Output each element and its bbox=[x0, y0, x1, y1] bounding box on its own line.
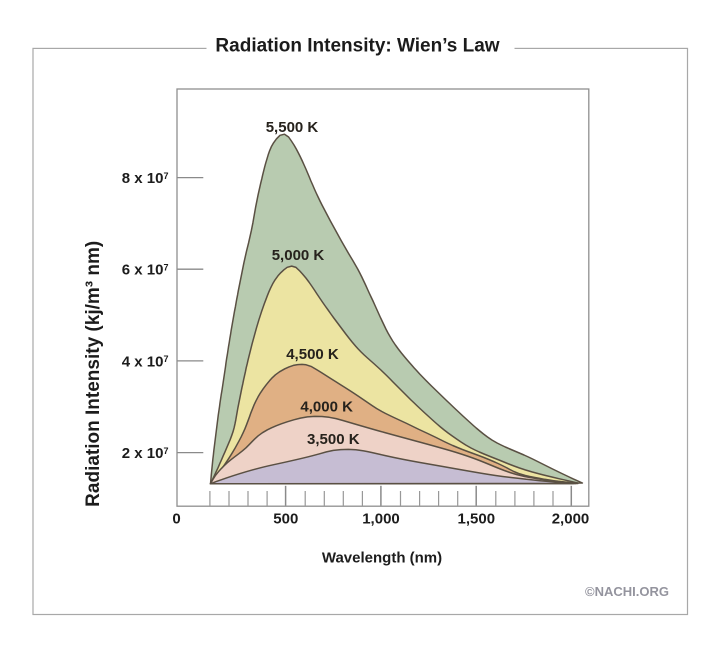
svg-text:6 x 107: 6 x 107 bbox=[122, 262, 169, 279]
svg-text:2 x 107: 2 x 107 bbox=[122, 445, 169, 462]
svg-text:4 x 107: 4 x 107 bbox=[122, 353, 169, 370]
svg-text:Wavelength (nm): Wavelength (nm) bbox=[322, 550, 442, 567]
svg-text:4,000 K: 4,000 K bbox=[300, 399, 353, 416]
svg-text:Radiation Intensity: Wien’s La: Radiation Intensity: Wien’s Law bbox=[215, 36, 499, 57]
svg-text:8 x 107: 8 x 107 bbox=[122, 170, 169, 187]
svg-text:3,500 K: 3,500 K bbox=[307, 431, 360, 448]
svg-text:500: 500 bbox=[273, 510, 298, 527]
svg-text:5,500 K: 5,500 K bbox=[266, 119, 319, 136]
svg-text:1,000: 1,000 bbox=[362, 510, 400, 527]
svg-text:0: 0 bbox=[172, 510, 180, 527]
svg-text:©NACHI.ORG: ©NACHI.ORG bbox=[585, 584, 669, 599]
svg-text:4,500 K: 4,500 K bbox=[286, 346, 339, 363]
svg-text:2,000: 2,000 bbox=[552, 510, 590, 527]
svg-text:1,500: 1,500 bbox=[458, 510, 496, 527]
svg-text:Radiation Intensity (kj/m³ nm): Radiation Intensity (kj/m³ nm) bbox=[83, 241, 104, 507]
svg-text:5,000 K: 5,000 K bbox=[272, 247, 325, 264]
